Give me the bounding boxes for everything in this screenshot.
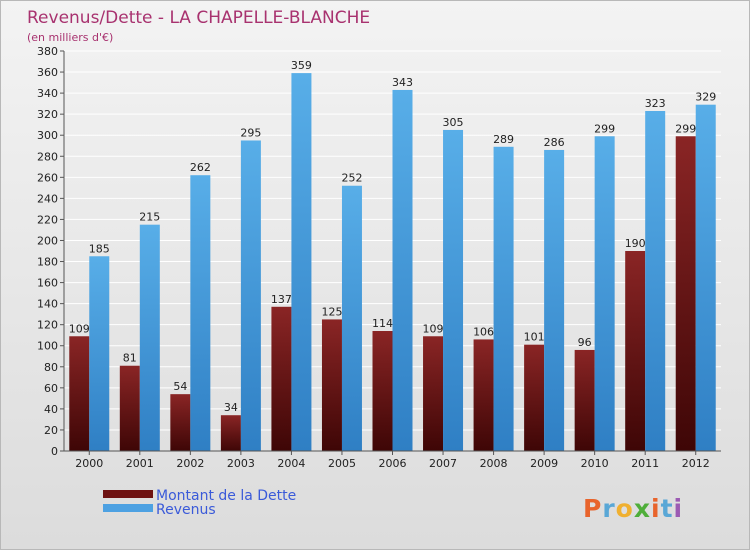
data-label-dette: 34 — [224, 401, 238, 414]
data-label-dette: 109 — [69, 322, 90, 335]
bar-dette — [625, 251, 646, 451]
y-tick-label: 0 — [51, 445, 58, 458]
data-label-dette: 101 — [524, 331, 545, 344]
data-label-revenus: 343 — [392, 76, 413, 89]
bar-revenus — [240, 140, 261, 451]
bar-revenus — [341, 185, 362, 451]
y-tick-label: 300 — [37, 129, 58, 142]
data-label-revenus: 215 — [139, 211, 160, 224]
y-tick-label: 200 — [37, 234, 58, 247]
bar-dette — [69, 336, 90, 451]
data-label-revenus: 305 — [443, 116, 464, 129]
y-tick-label: 20 — [44, 424, 58, 437]
data-label-dette: 190 — [625, 237, 646, 250]
x-tick-label: 2006 — [379, 457, 407, 470]
x-tick-label: 2005 — [328, 457, 356, 470]
y-tick-label: 380 — [37, 45, 58, 58]
data-label-revenus: 299 — [594, 122, 615, 135]
x-tick-label: 2007 — [429, 457, 457, 470]
legend-swatch-revenus — [103, 504, 153, 512]
y-tick-label: 360 — [37, 66, 58, 79]
x-tick-label: 2012 — [682, 457, 710, 470]
y-tick-label: 100 — [37, 340, 58, 353]
y-tick-label: 280 — [37, 150, 58, 163]
y-tick-label: 240 — [37, 192, 58, 205]
x-tick-label: 2008 — [480, 457, 508, 470]
legend: Montant de la Dette Revenus — [103, 488, 296, 518]
data-label-dette: 137 — [271, 293, 292, 306]
y-tick-label: 320 — [37, 108, 58, 121]
data-label-revenus: 262 — [190, 161, 211, 174]
bar-dette — [119, 365, 140, 451]
data-label-revenus: 323 — [645, 97, 666, 110]
x-tick-label: 2003 — [227, 457, 255, 470]
bar-revenus — [89, 256, 110, 451]
proxiti-logo: Proxiti — [583, 494, 683, 523]
legend-label-revenus: Revenus — [156, 502, 216, 518]
y-tick-label: 160 — [37, 277, 58, 290]
bar-dette — [675, 136, 696, 451]
bar-revenus — [443, 129, 464, 451]
bar-revenus — [594, 136, 615, 451]
bar-revenus — [645, 111, 666, 451]
bar-revenus — [392, 89, 413, 452]
x-tick-label: 2011 — [631, 457, 659, 470]
bar-revenus — [190, 175, 211, 452]
bar-revenus — [544, 149, 565, 451]
data-label-revenus: 359 — [291, 59, 312, 72]
legend-label-debt: Montant de la Dette — [156, 488, 296, 504]
bar-dette — [220, 415, 241, 451]
chart-title: Revenus/Dette - LA CHAPELLE-BLANCHE — [27, 8, 370, 28]
bar-dette — [321, 319, 342, 451]
data-label-dette: 81 — [123, 352, 137, 365]
bar-dette — [423, 336, 444, 451]
data-label-revenus: 329 — [695, 91, 716, 104]
data-label-revenus: 286 — [544, 136, 565, 149]
bar-revenus — [493, 146, 514, 451]
y-tick-label: 120 — [37, 319, 58, 332]
bar-dette — [524, 344, 545, 451]
y-tick-label: 140 — [37, 298, 58, 311]
data-label-dette: 114 — [372, 317, 393, 330]
bar-dette — [170, 394, 191, 451]
bars-layer — [69, 73, 716, 452]
y-tick-label: 80 — [44, 361, 58, 374]
x-tick-label: 2002 — [176, 457, 204, 470]
y-tick-label: 340 — [37, 87, 58, 100]
legend-swatch-debt — [103, 490, 153, 498]
data-label-revenus: 289 — [493, 133, 514, 146]
labels-layer: 109 185 81 215 54 262 34 295 137 359 125 252 114 343 1… — [69, 59, 716, 414]
axis-layer: 0 20 40 60 80 100 120 140 160 180 200 220 240 260 280 3… — [37, 45, 721, 470]
data-label-dette: 299 — [675, 122, 696, 135]
data-label-dette: 109 — [423, 322, 444, 335]
bar-revenus — [139, 224, 160, 451]
x-tick-label: 2004 — [277, 457, 305, 470]
y-tick-label: 180 — [37, 256, 58, 269]
x-tick-label: 2009 — [530, 457, 558, 470]
data-label-revenus: 185 — [89, 242, 110, 255]
y-tick-label: 260 — [37, 171, 58, 184]
data-label-dette: 96 — [578, 336, 592, 349]
x-tick-label: 2010 — [581, 457, 609, 470]
bar-revenus — [291, 73, 312, 452]
bar-dette — [574, 349, 595, 451]
x-tick-label: 2001 — [126, 457, 154, 470]
bar-dette — [271, 306, 292, 451]
x-tick-label: 2000 — [75, 457, 103, 470]
y-tick-label: 220 — [37, 213, 58, 226]
bar-dette — [372, 331, 393, 451]
data-label-revenus: 252 — [341, 172, 362, 185]
bar-revenus — [695, 104, 716, 452]
y-tick-label: 40 — [44, 403, 58, 416]
data-label-dette: 54 — [173, 380, 187, 393]
data-label-revenus: 295 — [240, 126, 261, 139]
bar-dette — [473, 339, 494, 451]
y-tick-label: 60 — [44, 382, 58, 395]
chart-subtitle: (en milliers d'€) — [27, 31, 113, 44]
data-label-dette: 106 — [473, 325, 494, 338]
data-label-dette: 125 — [321, 305, 342, 318]
